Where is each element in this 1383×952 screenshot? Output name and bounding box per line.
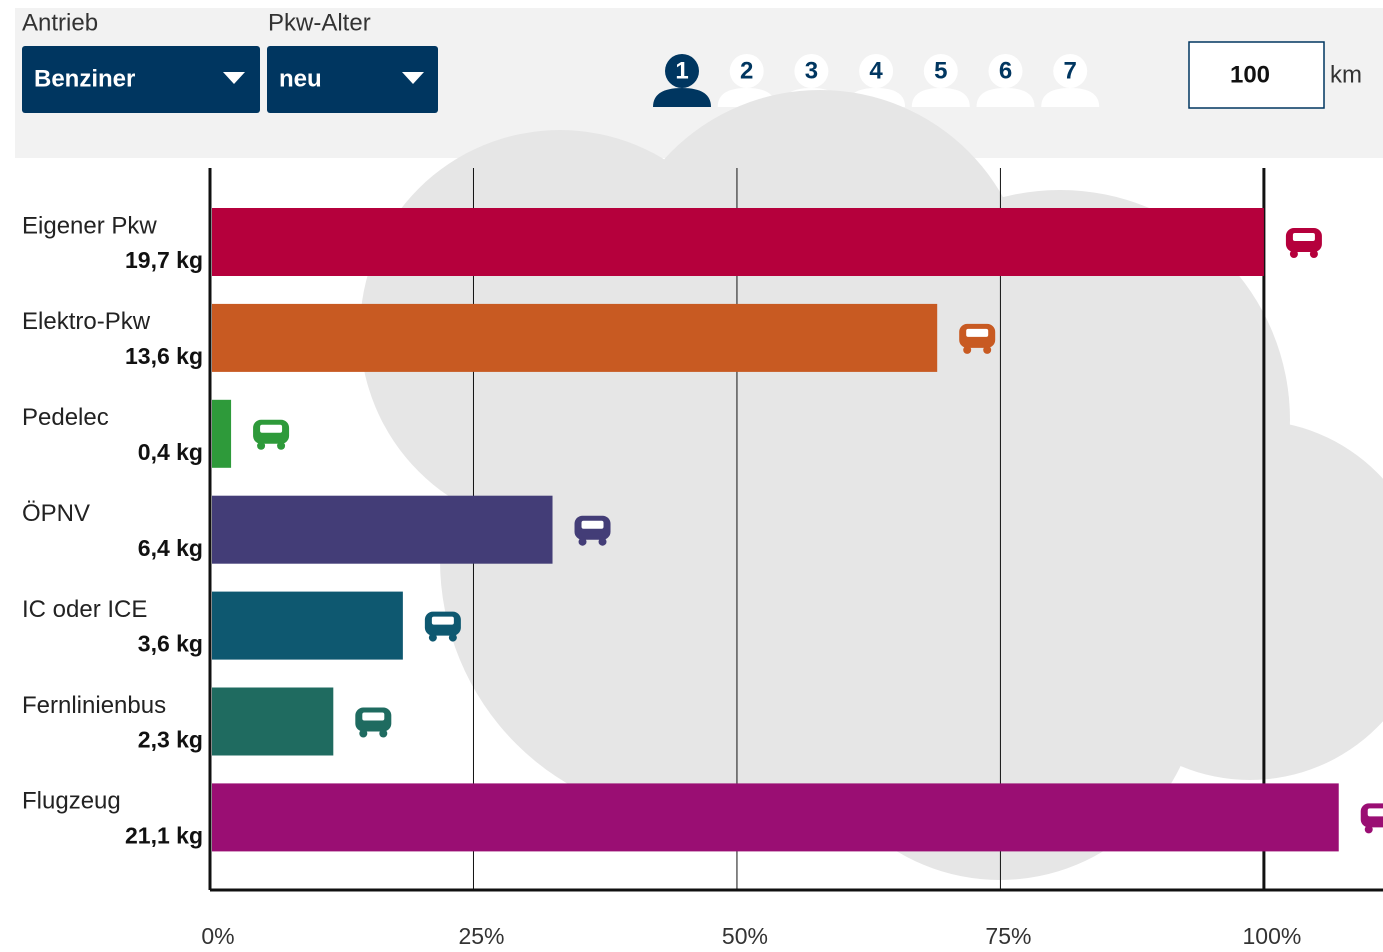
icon-window — [260, 424, 283, 433]
person-option[interactable]: 6 — [976, 54, 1035, 107]
person-body — [976, 88, 1035, 107]
icon-wheel — [963, 345, 972, 354]
drive-select-value: Benziner — [34, 65, 135, 92]
amount-label: 19,7 kg — [125, 247, 203, 273]
distance-value: 100 — [1230, 61, 1270, 88]
person-number: 1 — [675, 57, 688, 84]
person-head — [1053, 54, 1088, 88]
person-option[interactable]: 5 — [911, 54, 970, 107]
amount-label: 13,6 kg — [125, 343, 203, 369]
icon-window — [362, 712, 385, 721]
category-label: Pedelec — [22, 404, 109, 431]
person-number: 2 — [740, 57, 753, 84]
x-tick-label: 0% — [201, 923, 234, 949]
bar — [212, 208, 1264, 276]
icon-wheel — [277, 441, 286, 450]
icon-wheel — [1309, 250, 1318, 258]
person-body — [653, 88, 711, 107]
category-label: Fernlinienbus — [22, 692, 166, 719]
person-number: 5 — [934, 57, 947, 84]
distance-unit: km — [1330, 61, 1362, 88]
icon-wheel — [448, 633, 457, 642]
category-label: ÖPNV — [22, 500, 90, 527]
person-head — [923, 54, 958, 88]
person-head — [665, 54, 699, 88]
icon-window — [581, 520, 604, 529]
person-option[interactable]: 1 — [653, 54, 711, 107]
distance-input[interactable] — [1188, 41, 1325, 109]
person-number: 7 — [1064, 57, 1077, 84]
age-label: Pkw-Alter — [268, 9, 371, 36]
transport-icon — [355, 707, 392, 738]
icon-wheel — [983, 345, 992, 354]
category-label: Elektro-Pkw — [22, 308, 151, 335]
category-label: Eigener Pkw — [22, 212, 157, 239]
transport-icon — [1360, 803, 1383, 834]
x-tick-label: 100% — [1242, 923, 1301, 949]
bar — [212, 687, 334, 756]
person-body — [1041, 88, 1100, 107]
dropdown-arrow — [402, 72, 424, 84]
person-head — [794, 54, 829, 88]
icon-window — [431, 616, 454, 625]
amount-label: 3,6 kg — [138, 631, 203, 657]
person-head — [859, 54, 894, 88]
background-cloud — [360, 90, 1383, 880]
x-tick-label: 25% — [458, 923, 504, 949]
icon-wheel — [1364, 825, 1373, 834]
icon-wheel — [379, 729, 388, 738]
x-tick-label: 75% — [985, 923, 1031, 949]
drive-select[interactable] — [22, 46, 260, 113]
transport-icon — [253, 419, 290, 450]
chart: 0% 25% 50% 75% 100% Eigener Pkw 19,7 kg Elektro… — [22, 168, 1383, 949]
transport-icon — [574, 515, 611, 546]
drive-label: Antrieb — [22, 9, 98, 36]
person-body — [911, 88, 970, 107]
amount-label: 6,4 kg — [138, 535, 203, 561]
icon-wheel — [578, 537, 587, 546]
transport-icon — [1285, 228, 1322, 258]
dropdown-arrow — [223, 72, 245, 84]
icon-wheel — [428, 633, 437, 642]
icon-window — [966, 328, 989, 337]
icon-wheel — [359, 729, 368, 738]
bar — [212, 783, 1339, 852]
age-select[interactable] — [267, 46, 438, 113]
person-head — [729, 54, 764, 88]
icon-wheel — [598, 537, 607, 546]
transport-icon — [424, 611, 461, 642]
icon-window — [1367, 808, 1383, 817]
transport-icon — [959, 323, 996, 354]
bar — [212, 591, 403, 660]
x-tick-label: 50% — [722, 923, 768, 949]
bar — [212, 303, 938, 372]
amount-label: 0,4 kg — [138, 439, 203, 465]
bar — [212, 495, 553, 564]
category-label: Flugzeug — [22, 788, 121, 815]
amount-label: 2,3 kg — [138, 727, 203, 753]
icon-wheel — [257, 441, 266, 450]
category-label: IC oder ICE — [22, 596, 147, 623]
icon-window — [1292, 233, 1315, 241]
amount-label: 21,1 kg — [125, 822, 203, 848]
person-number: 6 — [999, 57, 1012, 84]
person-option[interactable]: 7 — [1041, 54, 1100, 107]
person-head — [988, 54, 1023, 88]
icon-wheel — [1289, 250, 1298, 258]
age-select-value: neu — [279, 65, 322, 92]
bar — [212, 399, 232, 468]
person-number: 4 — [869, 57, 883, 84]
person-number: 3 — [805, 57, 818, 84]
